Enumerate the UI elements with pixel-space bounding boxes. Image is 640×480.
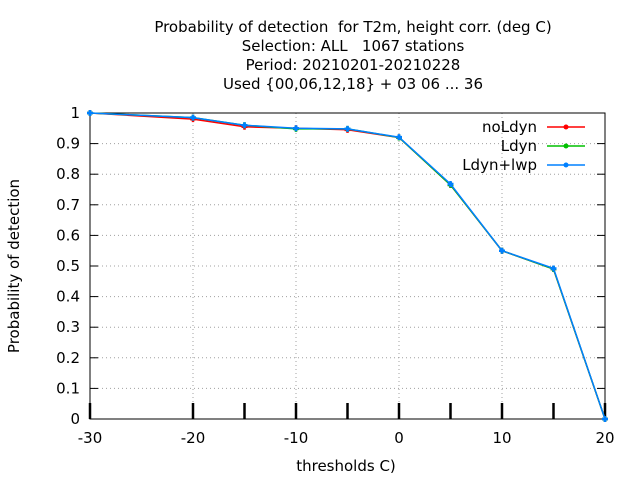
series-marker-2: [88, 111, 92, 115]
series-marker-2: [500, 248, 504, 253]
legend-marker-2: [563, 162, 569, 168]
y-tick-label: 0.6: [56, 226, 80, 244]
x-tick-label: 10: [492, 429, 511, 447]
series-marker-2: [397, 135, 401, 140]
y-tick-label: 0.1: [56, 379, 80, 397]
x-tick-label: -20: [181, 429, 206, 447]
title-line-3: Period: 20210201-20210228: [245, 56, 461, 74]
x-axis-label: thresholds C): [296, 457, 396, 475]
legend-label-0: noLdyn: [482, 118, 537, 136]
title-line-1: Probability of detection for T2m, height…: [154, 18, 552, 36]
x-tick-label: -30: [78, 429, 103, 447]
y-tick-label: 0.9: [56, 135, 80, 153]
y-axis-label: Probability of detection: [5, 179, 23, 353]
x-tick-label: 20: [595, 429, 614, 447]
y-tick-label: 1: [70, 104, 80, 122]
series-marker-2: [294, 126, 298, 131]
series-marker-2: [242, 123, 247, 128]
series-marker-2: [191, 115, 195, 120]
title-line-4: Used {00,06,12,18} + 03 06 ... 36: [222, 75, 484, 93]
series-marker-2: [345, 126, 350, 131]
title-line-2: Selection: ALL 1067 stations: [241, 37, 465, 55]
legend-label-2: Ldyn+lwp: [462, 156, 537, 174]
legend-label-1: Ldyn: [501, 137, 537, 155]
legend-marker-1: [563, 143, 569, 149]
x-tick-label: 0: [394, 429, 404, 447]
series-line-2: [89, 112, 606, 420]
y-tick-label: 0.4: [56, 288, 80, 306]
series-marker-2: [448, 181, 453, 186]
series-marker-2: [551, 266, 556, 271]
y-tick-label: 0.3: [56, 318, 80, 336]
x-tick-label: -10: [284, 429, 309, 447]
legend-marker-0: [563, 124, 569, 130]
axes: 0 0.1 0.2 0.3 0.4 0.5 0.6 0.7 0.8 0.9 1 -30 -20 -10 0 1…: [56, 104, 614, 447]
y-tick-label: 0.5: [56, 257, 80, 275]
series-lines: [87, 110, 608, 422]
series-marker-2: [603, 417, 607, 421]
y-tick-label: 0.2: [56, 349, 80, 367]
y-tick-label: 0: [70, 410, 80, 428]
y-tick-label: 0.7: [56, 196, 80, 214]
y-tick-label: 0.8: [56, 165, 80, 183]
grid-lines: [90, 113, 605, 419]
